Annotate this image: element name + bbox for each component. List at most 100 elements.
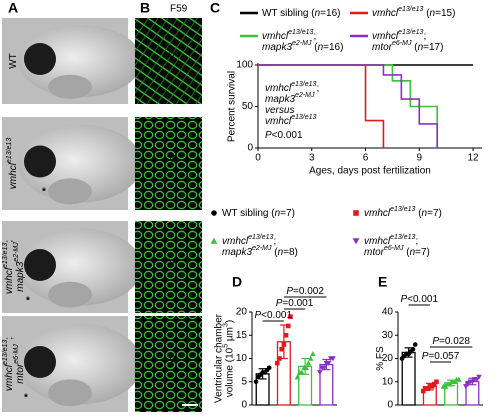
comparison-p-part: =0.057: [428, 351, 459, 362]
survival-line: [258, 64, 438, 148]
y-tick-label: 50: [242, 101, 254, 112]
legend-label-part: n: [418, 42, 424, 53]
legend-label-part: (: [423, 8, 430, 19]
larva-body: [18, 323, 142, 405]
legend-label-part: =7): [280, 208, 295, 219]
comparison-p-part: P: [286, 286, 293, 297]
y-tick-label: 30: [382, 330, 394, 341]
chamber-label: V: [169, 52, 176, 63]
legend-label-part: mtor: [372, 42, 393, 53]
genotype-label-part: vmhcl: [4, 267, 15, 294]
p-value-part: P: [265, 130, 272, 141]
x-tick-label: 0: [255, 153, 261, 164]
annotation-part: versus: [265, 105, 294, 116]
legend-label-part: n: [422, 208, 428, 219]
legend-label-part: =7): [415, 247, 430, 258]
y-axis-title: Ventricular chamber: [213, 313, 224, 403]
dot: [285, 323, 291, 329]
genotype-label-part: e2-MJ: [13, 242, 20, 262]
legend-label-part: e13/e13: [398, 6, 423, 13]
annotation-part: e13/e13: [291, 81, 316, 88]
legend-label: mtore6-MJ (n=7): [364, 245, 430, 257]
dot: [429, 384, 435, 389]
comparison-p: P=0.002: [286, 286, 324, 297]
panel-label: C: [210, 0, 220, 16]
y-axis-title: Percent survival: [227, 71, 238, 142]
legend-label-part: (: [403, 247, 410, 258]
y-tick-label: 100: [236, 60, 253, 71]
comparison-p: P=0.057: [422, 351, 460, 362]
dot: [305, 360, 312, 366]
legend-label-part: =17): [423, 42, 443, 53]
legend-marker: [352, 238, 360, 245]
dot: [476, 374, 482, 380]
y-tick-label: 40: [382, 307, 394, 318]
genotype-label-part: mtor: [15, 363, 26, 384]
comparison-p-part: P: [254, 310, 261, 321]
legend-label-part: e13/e13: [248, 234, 273, 241]
dot: [456, 376, 462, 382]
genotype-label-part: e13/e13: [6, 138, 13, 163]
comparison-p-part: <0.001: [407, 294, 438, 305]
legend-label-part: e13/e13: [398, 29, 423, 36]
genotype-label: vmhcle13/e13: [6, 138, 18, 190]
larva-body: [18, 124, 142, 203]
legend-label-part: e6-MJ: [392, 40, 412, 47]
heart-image: [135, 316, 202, 412]
survival-line: [258, 64, 438, 148]
yolk: [48, 178, 92, 205]
dot: [283, 332, 289, 338]
genotype-label: mtore6-MJ: [13, 344, 25, 384]
comparison-p-part: =0.028: [439, 336, 470, 347]
comparison-p-part: <0.001: [261, 310, 292, 321]
legend-label-part: (: [271, 247, 278, 258]
p-value-part: <0.001: [272, 130, 303, 141]
genotype-label-part: e13/e13: [2, 243, 9, 268]
dot: [288, 314, 293, 319]
genotype-label-part: WT: [8, 53, 19, 69]
x-tick-label: 9: [416, 153, 422, 164]
legend-label-part: vmhcl: [372, 31, 399, 42]
stain-label: F59: [170, 4, 188, 15]
dot: [279, 346, 284, 352]
x-tick-label: 3: [309, 153, 315, 164]
dot: [274, 360, 280, 366]
legend-label-part: (: [415, 208, 422, 219]
legend-label-part: e13/e13: [390, 206, 415, 213]
y-axis-title: volume (105 µm3): [223, 320, 235, 398]
legend-label: vmhcle13/e13;: [364, 234, 418, 246]
legend-label-part: =16): [323, 42, 343, 53]
comparison-p-part: P: [400, 294, 407, 305]
eye: [24, 346, 56, 378]
dot: [412, 342, 418, 347]
legend-label-part: =7): [427, 208, 442, 219]
y-tick-label: 0: [241, 400, 247, 411]
chamber-label: V: [169, 154, 176, 165]
genotype-label-part: e13/e13: [2, 340, 9, 365]
heart-image: [135, 221, 202, 313]
legend-label: vmhcle13/e13 (n=15): [372, 6, 455, 18]
y-tick-label: 20: [236, 307, 248, 318]
dot: [463, 384, 469, 390]
chamber-label: V: [169, 355, 176, 366]
legend-label-part: ;: [423, 31, 426, 42]
y-tick-label: 20: [382, 353, 394, 364]
y-axis-title-part: ): [224, 320, 235, 323]
annotation: mapk3e2-MJ: [265, 92, 315, 104]
chamber-label: V: [169, 258, 176, 269]
legend-label-part: e2-MJ: [252, 245, 272, 252]
dot: [303, 365, 309, 371]
annotation-part: vmhcl: [265, 83, 292, 94]
legend-marker: [211, 210, 217, 216]
dot: [277, 356, 282, 361]
bar: [401, 351, 416, 406]
legend-marker: [353, 210, 359, 216]
comparison-p: P<0.001: [254, 310, 292, 321]
genotype-label: mapk3e2-MJ: [13, 242, 25, 292]
legend-label-part: =15): [435, 8, 455, 19]
legend-label-part: mtor: [364, 247, 385, 258]
annotation: vmhcle13/e13;: [265, 81, 319, 93]
legend-label-part: (: [311, 42, 318, 53]
legend-label: vmhcle13/e13;: [372, 29, 426, 41]
